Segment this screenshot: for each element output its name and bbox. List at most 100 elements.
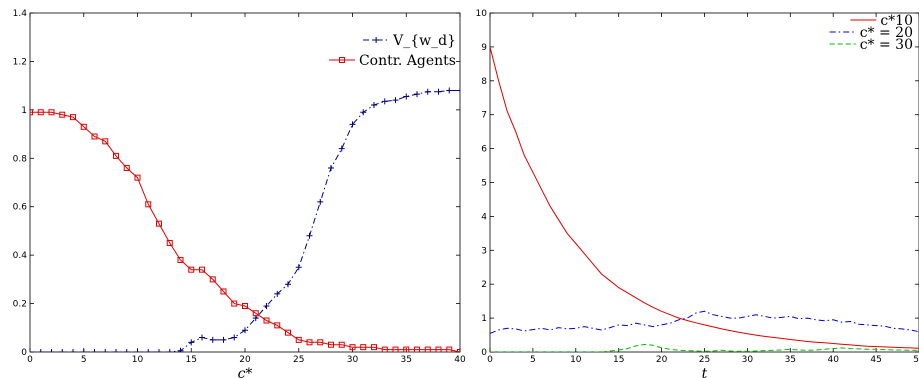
data-point-plus: [37, 349, 44, 352]
y-tick-label: 1.2: [13, 57, 27, 67]
y-tick-label: 0: [481, 348, 487, 358]
legend-label-1: c*10: [880, 13, 913, 29]
y-tick-label: 7: [481, 111, 487, 121]
data-point-plus: [188, 339, 195, 346]
data-point-square: [80, 123, 87, 130]
x-tick-label: 5: [530, 355, 536, 365]
legend-marker-square: [338, 57, 345, 63]
data-point-plus: [156, 349, 162, 352]
data-point-plus: [414, 91, 420, 98]
data-point-square: [371, 344, 377, 351]
data-point-plus: [435, 88, 442, 95]
data-point-square: [102, 138, 109, 145]
x-tick-label: 20: [656, 355, 668, 365]
data-point-square: [403, 346, 410, 352]
data-point-plus: [360, 109, 367, 116]
data-point-square: [349, 344, 356, 351]
data-point-plus: [177, 347, 184, 352]
x-tick-label: 5: [81, 355, 87, 365]
data-point-plus: [274, 290, 281, 297]
data-point-square: [317, 339, 324, 346]
data-point-plus: [457, 87, 460, 94]
x-axis-label: c*: [238, 366, 253, 378]
legend: V_{w_d} Contr. Agents: [328, 33, 456, 69]
legend-marker-plus: [373, 37, 380, 43]
x-tick-label: 35: [785, 355, 796, 365]
data-point-square: [338, 341, 345, 348]
data-point-square: [30, 109, 33, 116]
chart-1: 0 5 10 15 20 25 30 35 40 0 0.2 0.4 0.6 0.8 1 1.2 1.4 c* V_…: [13, 9, 466, 378]
x-tick-label: 25: [699, 355, 710, 365]
data-point-square: [285, 329, 291, 336]
series-line-2: [490, 310, 919, 334]
data-point-square: [156, 220, 162, 227]
legend-label-2: c* = 20: [860, 25, 913, 41]
data-point-square: [166, 240, 173, 247]
y-tick-label: 0.8: [13, 154, 28, 164]
data-point-square: [199, 266, 205, 273]
data-point-square: [424, 346, 431, 352]
data-point-plus: [91, 349, 98, 352]
x-tick-label: 40: [454, 355, 466, 365]
chart-2: 05101520253035404550012345678910tc*10c* …: [476, 9, 919, 378]
y-tick-label: 0: [21, 348, 27, 358]
x-tick-label: 20: [239, 355, 251, 365]
y-tick-label: 1.4: [13, 9, 28, 19]
series-line-2: [30, 111, 460, 352]
y-tick-label: 5: [481, 179, 487, 189]
y-tick-label: 4: [481, 212, 487, 222]
data-point-square: [37, 109, 44, 116]
plot-frame: [29, 12, 461, 353]
legend-label-2: Contr. Agents: [359, 53, 456, 69]
data-point-plus: [242, 327, 248, 334]
y-tick-label: 0.6: [13, 203, 28, 213]
legend-label-3: c* = 30: [860, 37, 913, 53]
data-point-square: [220, 288, 227, 295]
data-point-square: [242, 302, 248, 309]
legend: c*10c* = 20c* = 30: [829, 13, 913, 53]
data-point-plus: [403, 93, 410, 100]
data-point-plus: [134, 349, 141, 352]
data-point-square: [145, 201, 152, 208]
y-tick-label: 10: [476, 9, 488, 19]
data-point-square: [177, 256, 184, 263]
data-point-square: [274, 322, 281, 329]
data-point-plus: [295, 264, 302, 271]
data-point-square: [392, 346, 399, 352]
data-point-plus: [317, 198, 324, 205]
data-point-plus: [328, 164, 334, 171]
data-point-square: [134, 174, 141, 181]
data-point-square: [59, 111, 66, 118]
series-group: [490, 46, 919, 352]
data-point-square: [381, 346, 388, 352]
data-point-square: [295, 336, 302, 343]
data-point-plus: [70, 349, 76, 352]
data-point-plus: [263, 302, 270, 309]
y-tick-label: 6: [481, 145, 487, 155]
data-point-plus: [123, 349, 130, 352]
data-point-square: [188, 266, 195, 273]
data-point-plus: [113, 349, 119, 352]
data-point-plus: [209, 336, 216, 343]
data-point-square: [123, 164, 130, 171]
x-tick-label: 0: [27, 355, 33, 365]
x-tick-label: 25: [293, 355, 304, 365]
data-point-plus: [48, 349, 55, 352]
y-tick-label: 1: [21, 106, 27, 116]
x-tick-label: 15: [186, 355, 197, 365]
data-point-plus: [446, 87, 453, 94]
x-tick-label: 10: [132, 355, 144, 365]
data-point-square: [48, 109, 55, 116]
x-tick-label: 0: [487, 355, 493, 365]
x-tick-label: 30: [347, 355, 359, 365]
x-tick-label: 35: [401, 355, 412, 365]
data-point-square: [435, 346, 442, 352]
series-group: [30, 87, 460, 352]
data-point-plus: [59, 349, 66, 352]
data-point-square: [91, 133, 98, 140]
data-point-square: [70, 114, 76, 121]
x-tick-label: 40: [827, 355, 839, 365]
data-point-plus: [220, 336, 227, 343]
x-axis-label: t: [702, 366, 708, 378]
y-tick-label: 9: [481, 43, 487, 53]
